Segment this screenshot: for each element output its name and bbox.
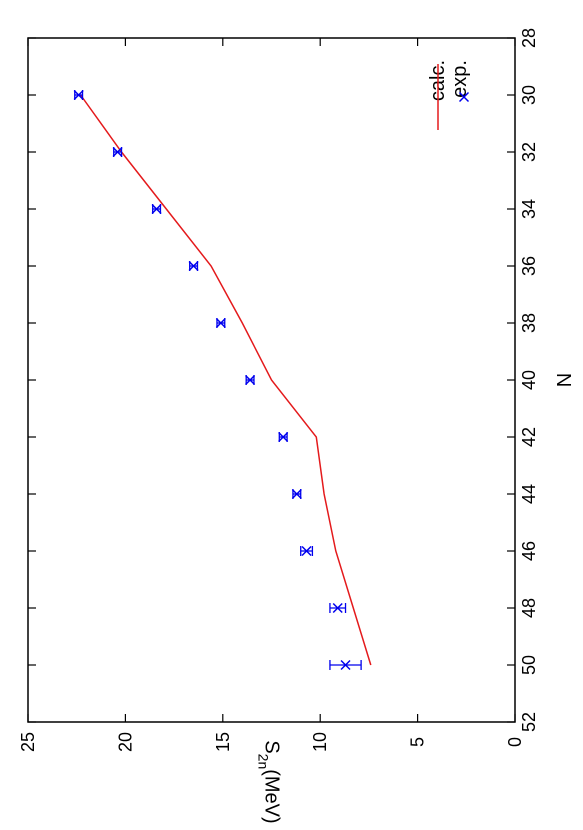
y-axis-label-main: S: [261, 740, 283, 753]
y-tick-label: 0: [505, 737, 525, 747]
series-exp-point: [112, 146, 123, 158]
x-tick-label: 28: [519, 28, 539, 48]
x-tick-label: 32: [519, 142, 539, 162]
y-tick-label: 25: [18, 732, 38, 752]
series-layer: [73, 89, 372, 671]
x-tick-label: 50: [519, 655, 539, 675]
y-tick-label: 20: [115, 732, 135, 752]
y-axis-label: S2n(MeV): [256, 740, 283, 823]
x-tick-label: 48: [519, 598, 539, 618]
series-exp-point: [73, 89, 84, 101]
y-tick-label: 5: [408, 737, 428, 747]
series-calc-line: [79, 94, 372, 666]
y-axis-label-unit: (MeV): [261, 769, 283, 823]
series-exp-point: [245, 374, 256, 386]
series-exp-point: [188, 260, 199, 272]
series-exp-point: [300, 545, 314, 557]
tick-labels: 28 30 32 34 36 38 40 42 44 46 48 50 52 0 5 10 15 20 25: [18, 28, 539, 752]
legend: calc. exp.: [427, 60, 471, 130]
y-axis-label-subscript: 2n: [256, 754, 272, 770]
x-tick-label: 38: [519, 313, 539, 333]
series-exp-point: [151, 203, 162, 215]
y-tick-label: 15: [213, 732, 233, 752]
x-axis-label: N: [554, 373, 576, 387]
x-tick-label: 46: [519, 541, 539, 561]
series-exp-point: [329, 602, 347, 614]
legend-exp-marker: [458, 91, 470, 103]
x-tick-label: 52: [519, 712, 539, 732]
series-exp-point: [329, 659, 362, 671]
plot-frame: [27, 37, 516, 723]
x-tick-label: 34: [519, 199, 539, 219]
y-tick-label: 10: [310, 732, 330, 752]
x-tick-label: 30: [519, 85, 539, 105]
x-tick-label: 40: [519, 370, 539, 390]
legend-label-exp: exp.: [449, 60, 471, 98]
series-exp-point: [215, 317, 226, 329]
x-tick-label: 44: [519, 484, 539, 504]
series-exp-point: [278, 431, 289, 443]
x-tick-label: 42: [519, 427, 539, 447]
legend-swatch-exp: [458, 91, 470, 103]
series-exp-point: [291, 488, 302, 500]
x-tick-label: 36: [519, 256, 539, 276]
